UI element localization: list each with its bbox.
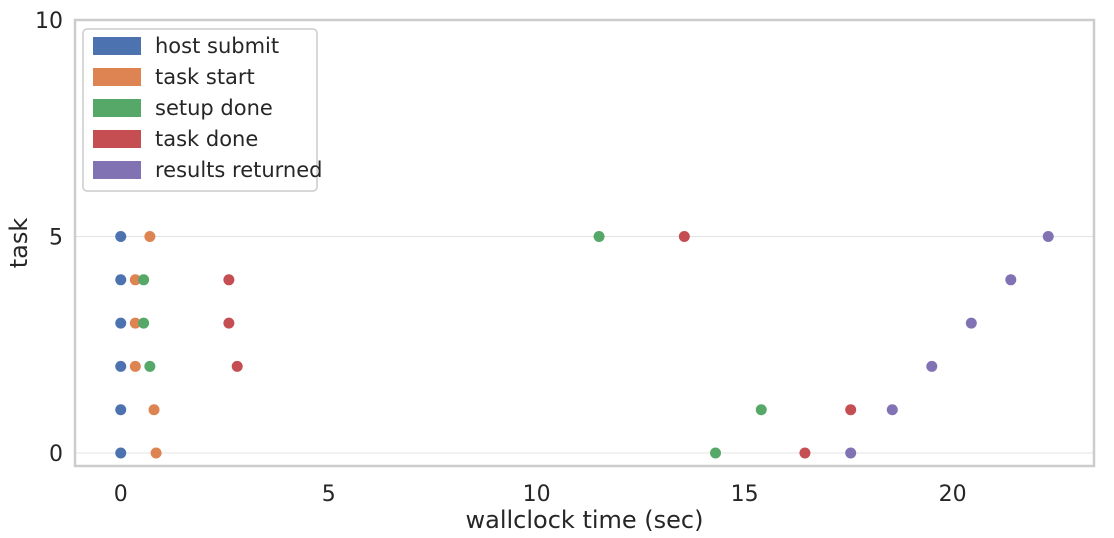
x-tick-label: 10 xyxy=(523,482,551,507)
point-results-returned-0 xyxy=(845,447,857,459)
y-axis-ticks: 0 5 10 xyxy=(35,9,63,467)
point-task-start-3 xyxy=(129,317,141,329)
point-setup-done-5 xyxy=(593,231,605,243)
legend-swatch xyxy=(93,99,141,117)
point-setup-done-0 xyxy=(710,447,722,459)
point-host-submit-4 xyxy=(115,274,127,286)
legend-box xyxy=(82,28,318,192)
point-setup-done-3 xyxy=(138,317,150,329)
point-host-submit-1 xyxy=(115,404,127,416)
point-setup-done-4 xyxy=(138,274,150,286)
point-task-start-5 xyxy=(144,231,156,243)
legend-label: task done xyxy=(155,127,258,151)
point-host-submit-2 xyxy=(115,360,127,372)
point-task-start-0 xyxy=(150,447,162,459)
legend-swatch xyxy=(93,161,141,179)
x-axis-ticks: 0 5 10 15 20 xyxy=(114,482,967,507)
point-host-submit-3 xyxy=(115,317,127,329)
plot-frame xyxy=(73,18,1096,468)
point-results-returned-5 xyxy=(1042,231,1054,243)
point-task-start-1 xyxy=(148,404,160,416)
y-tick-label: 10 xyxy=(35,9,63,34)
x-tick-label: 20 xyxy=(939,482,967,507)
legend-label: host submit xyxy=(155,34,279,58)
point-setup-done-2 xyxy=(144,360,156,372)
legend-swatch xyxy=(93,130,141,148)
legend-swatch xyxy=(93,37,141,55)
y-axis-label: task xyxy=(5,218,33,269)
point-results-returned-4 xyxy=(1005,274,1017,286)
legend: host submit task start setup done task done… xyxy=(82,28,323,192)
point-task-done-5 xyxy=(678,231,690,243)
legend-swatch xyxy=(93,68,141,86)
data-points xyxy=(115,231,1054,459)
legend-label: results returned xyxy=(155,158,323,182)
x-tick-label: 15 xyxy=(731,482,759,507)
legend-label: task start xyxy=(155,65,255,89)
point-host-submit-0 xyxy=(115,447,127,459)
y-tick-label: 5 xyxy=(49,226,63,251)
point-results-returned-3 xyxy=(965,317,977,329)
point-results-returned-2 xyxy=(926,360,938,372)
legend-label: setup done xyxy=(155,96,273,120)
point-task-done-0 xyxy=(799,447,811,459)
x-tick-label: 5 xyxy=(322,482,336,507)
y-tick-label: 0 xyxy=(49,442,63,467)
point-task-start-2 xyxy=(129,360,141,372)
point-task-done-4 xyxy=(223,274,235,286)
point-host-submit-5 xyxy=(115,231,127,243)
point-task-start-4 xyxy=(129,274,141,286)
x-tick-label: 0 xyxy=(114,482,128,507)
point-setup-done-1 xyxy=(755,404,767,416)
point-results-returned-1 xyxy=(886,404,898,416)
x-axis-label: wallclock time (sec) xyxy=(466,506,704,534)
point-task-done-1 xyxy=(845,404,857,416)
point-task-done-3 xyxy=(223,317,235,329)
point-task-done-2 xyxy=(231,360,243,372)
